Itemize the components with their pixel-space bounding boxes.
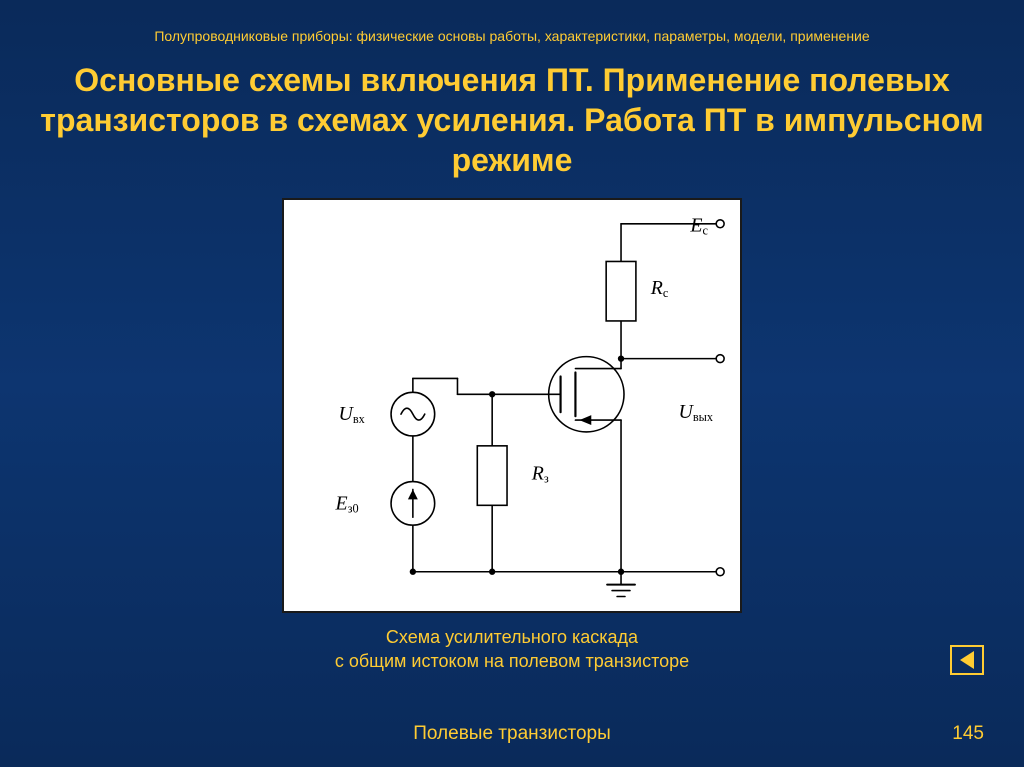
course-header: Полупроводниковые приборы: физические ос… [0,28,1024,44]
page-number: 145 [952,723,984,745]
caption-line-2: с общим истоком на полевом транзисторе [335,651,689,671]
caption-line-1: Схема усилительного каскада [386,627,638,647]
svg-text:Uвх: Uвх [339,403,365,426]
svg-text:Rз: Rз [531,463,549,486]
circuit-diagram: Eс Rс Uвых Uвх Eз0 Rз [282,198,742,613]
slide-title: Основные схемы включения ПТ. Применение … [40,60,984,180]
diagram-caption: Схема усилительного каскада с общим исто… [0,625,1024,674]
svg-text:Eс: Eс [689,215,708,238]
prev-slide-button[interactable] [950,645,984,675]
svg-text:Eз0: Eз0 [335,492,359,515]
circuit-svg: Eс Rс Uвых Uвх Eз0 Rз [284,200,740,611]
svg-text:Uвых: Uвых [679,401,714,424]
svg-text:Rс: Rс [650,277,669,300]
footer-section-title: Полевые транзисторы [0,723,1024,745]
